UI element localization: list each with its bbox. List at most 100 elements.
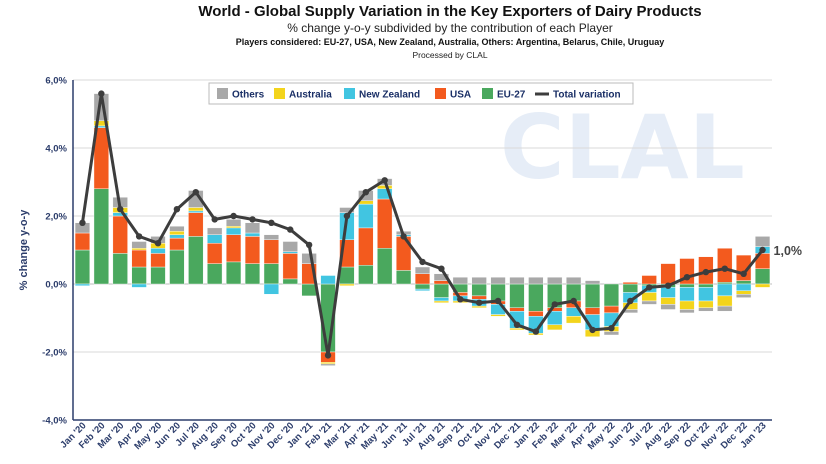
bar-usa xyxy=(226,234,242,263)
bar-others xyxy=(452,277,468,285)
bar-new-zealand xyxy=(131,283,147,288)
bar-usa xyxy=(112,215,128,254)
legend: Others Australia New Zealand USA EU-27 Total … xyxy=(208,82,634,105)
y-axis-label: % change y-o-y xyxy=(18,209,30,291)
bar-australia xyxy=(679,300,695,310)
total-variation-point xyxy=(230,212,237,220)
total-variation-point xyxy=(721,265,728,272)
legend-label-usa: USA xyxy=(450,90,471,101)
bar-others xyxy=(717,305,733,312)
bar-new-zealand xyxy=(207,234,223,244)
bar-others xyxy=(679,309,695,314)
bar-australia xyxy=(754,283,771,288)
bar-eu-27 xyxy=(169,249,185,285)
total-variation-point xyxy=(249,216,256,223)
total-variation-point xyxy=(702,268,710,276)
bar-eu-27 xyxy=(93,188,109,285)
bar-usa xyxy=(603,305,619,314)
total-variation-point xyxy=(400,233,407,240)
total-variation-point xyxy=(589,326,596,334)
y-tick-label: 2,0% xyxy=(45,212,67,223)
bar-usa xyxy=(207,242,223,264)
bar-usa xyxy=(169,237,185,251)
bar-australia xyxy=(641,292,657,302)
bar-usa xyxy=(74,232,91,251)
bar-eu-27 xyxy=(150,266,166,285)
bar-others xyxy=(244,222,261,234)
bar-eu-27 xyxy=(471,283,487,297)
bar-australia xyxy=(547,324,563,331)
bar-australia xyxy=(339,283,355,286)
bar-eu-27 xyxy=(377,248,393,285)
total-variation-point xyxy=(646,284,653,291)
total-variation-point xyxy=(98,90,105,97)
total-variation-point xyxy=(608,325,615,332)
bar-new-zealand xyxy=(717,283,733,297)
bar-others xyxy=(528,277,544,285)
bar-others xyxy=(263,234,279,240)
total-variation-point xyxy=(759,246,766,254)
bar-australia xyxy=(509,328,525,331)
bar-others xyxy=(471,277,487,285)
bar-new-zealand xyxy=(433,297,449,302)
bar-eu-27 xyxy=(622,283,638,293)
bar-australia xyxy=(226,225,242,229)
legend-label-eu-27: EU-27 xyxy=(497,90,526,101)
bar-others xyxy=(584,280,601,285)
total-variation-point xyxy=(211,216,218,223)
bar-new-zealand xyxy=(74,283,91,286)
bar-others xyxy=(603,331,619,336)
bar-australia xyxy=(566,316,582,324)
bar-others xyxy=(509,277,525,285)
bar-new-zealand xyxy=(188,210,204,213)
legend-label-australia: Australia xyxy=(289,90,332,101)
bar-new-zealand xyxy=(226,227,242,235)
bar-others xyxy=(226,219,242,227)
bar-eu-27 xyxy=(282,278,298,285)
total-variation-point xyxy=(627,297,634,305)
bar-others xyxy=(131,241,147,249)
bar-new-zealand xyxy=(150,248,166,254)
bar-new-zealand xyxy=(320,275,336,285)
bar-australia xyxy=(320,362,336,365)
bar-eu-27 xyxy=(74,249,91,285)
bar-australia xyxy=(490,314,506,317)
bar-usa xyxy=(131,249,147,268)
bar-eu-27 xyxy=(679,283,695,288)
bar-new-zealand xyxy=(736,283,752,292)
bar-eu-27 xyxy=(414,283,431,290)
bar-eu-27 xyxy=(736,280,752,285)
bar-others xyxy=(547,277,563,285)
bar-eu-27 xyxy=(301,283,317,297)
bar-usa xyxy=(377,198,393,249)
legend-swatch-australia xyxy=(274,88,285,99)
total-variation-point xyxy=(135,233,143,240)
bar-eu-27 xyxy=(396,270,412,285)
bar-australia xyxy=(736,290,752,295)
total-variation-point xyxy=(570,297,577,305)
total-variation-point xyxy=(154,240,162,247)
chart-subtitle: % change y-o-y subdivided by the contrib… xyxy=(287,21,613,35)
total-variation-point xyxy=(79,219,86,226)
legend-label-others: Others xyxy=(232,90,265,101)
bar-eu-27 xyxy=(433,283,449,298)
bar-eu-27 xyxy=(131,266,147,285)
bar-usa xyxy=(660,263,676,285)
bar-australia xyxy=(471,305,487,309)
bar-usa xyxy=(263,239,279,264)
bar-others xyxy=(301,253,317,264)
bar-usa xyxy=(414,273,431,285)
bar-others xyxy=(433,273,449,281)
bar-eu-27 xyxy=(754,268,771,285)
bar-others xyxy=(698,307,714,312)
legend-swatch-eu-27 xyxy=(482,88,493,99)
processed-note: Processed by CLAL xyxy=(412,50,488,60)
bar-others xyxy=(490,277,506,285)
bar-eu-27 xyxy=(698,283,714,288)
bar-usa xyxy=(641,275,657,285)
y-tick-label: -2,0% xyxy=(42,348,67,359)
legend-label-new-zealand: New Zealand xyxy=(359,90,420,101)
bar-new-zealand xyxy=(698,287,714,302)
bar-australia xyxy=(698,300,714,309)
